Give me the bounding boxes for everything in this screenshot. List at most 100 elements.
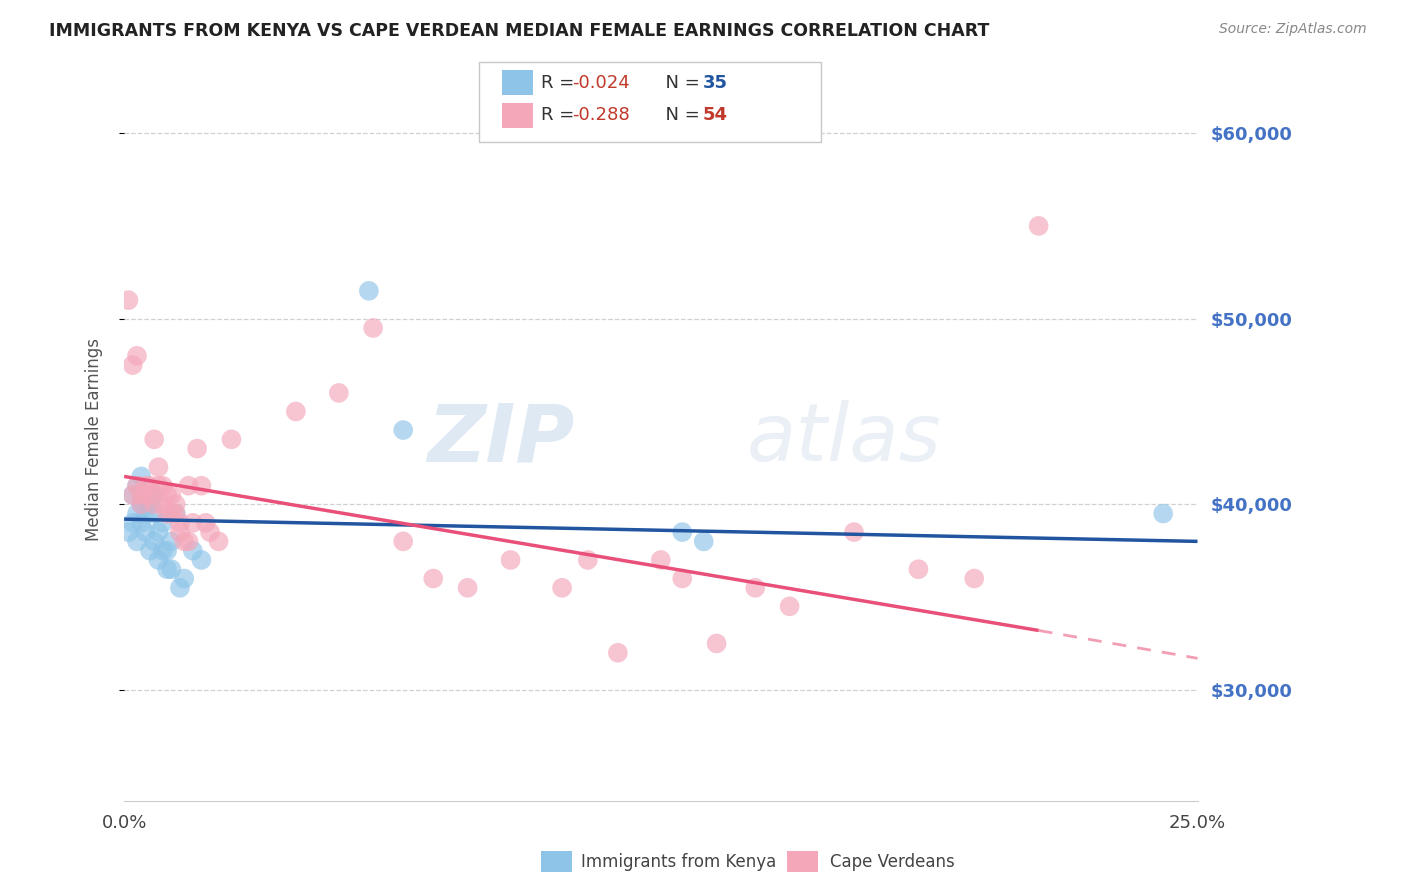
Text: -0.024: -0.024 bbox=[572, 74, 630, 92]
Point bbox=[1028, 219, 1050, 233]
Y-axis label: Median Female Earnings: Median Female Earnings bbox=[86, 338, 103, 541]
Point bbox=[357, 284, 380, 298]
Point bbox=[576, 553, 599, 567]
Point bbox=[606, 646, 628, 660]
Point bbox=[139, 488, 162, 502]
Text: Cape Verdeans: Cape Verdeans bbox=[830, 853, 955, 871]
Point bbox=[139, 497, 162, 511]
Point bbox=[139, 543, 162, 558]
Point bbox=[152, 479, 174, 493]
Point bbox=[143, 507, 166, 521]
Point bbox=[135, 488, 157, 502]
Point bbox=[221, 433, 243, 447]
Point bbox=[156, 507, 179, 521]
Point bbox=[169, 516, 191, 530]
Text: R =: R = bbox=[541, 106, 581, 124]
Point bbox=[186, 442, 208, 456]
Point bbox=[842, 525, 865, 540]
Point bbox=[169, 525, 191, 540]
Point bbox=[156, 488, 179, 502]
Point bbox=[135, 488, 157, 502]
Text: 54: 54 bbox=[703, 106, 728, 124]
Point bbox=[148, 553, 170, 567]
Point bbox=[135, 479, 157, 493]
Point bbox=[361, 321, 384, 335]
Point bbox=[779, 599, 801, 614]
Point bbox=[177, 479, 200, 493]
Point bbox=[139, 479, 162, 493]
Text: R =: R = bbox=[541, 74, 581, 92]
Point bbox=[650, 553, 672, 567]
Point bbox=[156, 562, 179, 576]
Point bbox=[284, 404, 307, 418]
Point bbox=[121, 358, 143, 372]
Point bbox=[160, 488, 183, 502]
Point bbox=[457, 581, 479, 595]
Point bbox=[117, 293, 139, 307]
Point bbox=[392, 534, 415, 549]
Point bbox=[117, 525, 139, 540]
Text: -0.288: -0.288 bbox=[572, 106, 630, 124]
Point bbox=[125, 479, 148, 493]
Text: ZIP: ZIP bbox=[427, 401, 575, 478]
Point bbox=[160, 534, 183, 549]
Point bbox=[121, 516, 143, 530]
Point bbox=[392, 423, 415, 437]
Point bbox=[131, 516, 153, 530]
Text: Source: ZipAtlas.com: Source: ZipAtlas.com bbox=[1219, 22, 1367, 37]
Point bbox=[143, 534, 166, 549]
Text: 35: 35 bbox=[703, 74, 728, 92]
Point bbox=[422, 572, 444, 586]
Point bbox=[173, 572, 195, 586]
Point bbox=[135, 507, 157, 521]
Point bbox=[121, 488, 143, 502]
Point bbox=[148, 525, 170, 540]
Text: N =: N = bbox=[654, 106, 706, 124]
Point bbox=[152, 497, 174, 511]
Text: atlas: atlas bbox=[747, 401, 942, 478]
Point bbox=[499, 553, 522, 567]
Point bbox=[156, 543, 179, 558]
Point bbox=[671, 525, 693, 540]
Point bbox=[693, 534, 716, 549]
Point bbox=[551, 581, 574, 595]
Point bbox=[135, 525, 157, 540]
Point bbox=[181, 543, 204, 558]
Point bbox=[1152, 507, 1174, 521]
Point bbox=[160, 507, 183, 521]
Point bbox=[131, 469, 153, 483]
Point bbox=[143, 488, 166, 502]
Point bbox=[131, 488, 153, 502]
Point bbox=[169, 581, 191, 595]
Point bbox=[181, 516, 204, 530]
Point bbox=[165, 507, 187, 521]
Point bbox=[907, 562, 929, 576]
Point bbox=[173, 534, 195, 549]
Point bbox=[121, 488, 143, 502]
Point bbox=[125, 349, 148, 363]
Point bbox=[190, 479, 212, 493]
Point bbox=[198, 525, 221, 540]
Text: N =: N = bbox=[654, 74, 706, 92]
Point bbox=[706, 636, 728, 650]
Point bbox=[328, 386, 350, 401]
Point bbox=[125, 534, 148, 549]
Point bbox=[671, 572, 693, 586]
Point bbox=[125, 479, 148, 493]
Point bbox=[143, 433, 166, 447]
Point bbox=[207, 534, 229, 549]
Point bbox=[744, 581, 766, 595]
Point bbox=[148, 460, 170, 475]
Point bbox=[963, 572, 986, 586]
Point bbox=[131, 497, 153, 511]
Point bbox=[125, 507, 148, 521]
Point bbox=[165, 507, 187, 521]
Text: IMMIGRANTS FROM KENYA VS CAPE VERDEAN MEDIAN FEMALE EARNINGS CORRELATION CHART: IMMIGRANTS FROM KENYA VS CAPE VERDEAN ME… bbox=[49, 22, 990, 40]
Point bbox=[194, 516, 217, 530]
Point bbox=[148, 479, 170, 493]
Point bbox=[152, 543, 174, 558]
Point bbox=[143, 497, 166, 511]
Point bbox=[152, 516, 174, 530]
Point bbox=[160, 562, 183, 576]
Point bbox=[131, 497, 153, 511]
